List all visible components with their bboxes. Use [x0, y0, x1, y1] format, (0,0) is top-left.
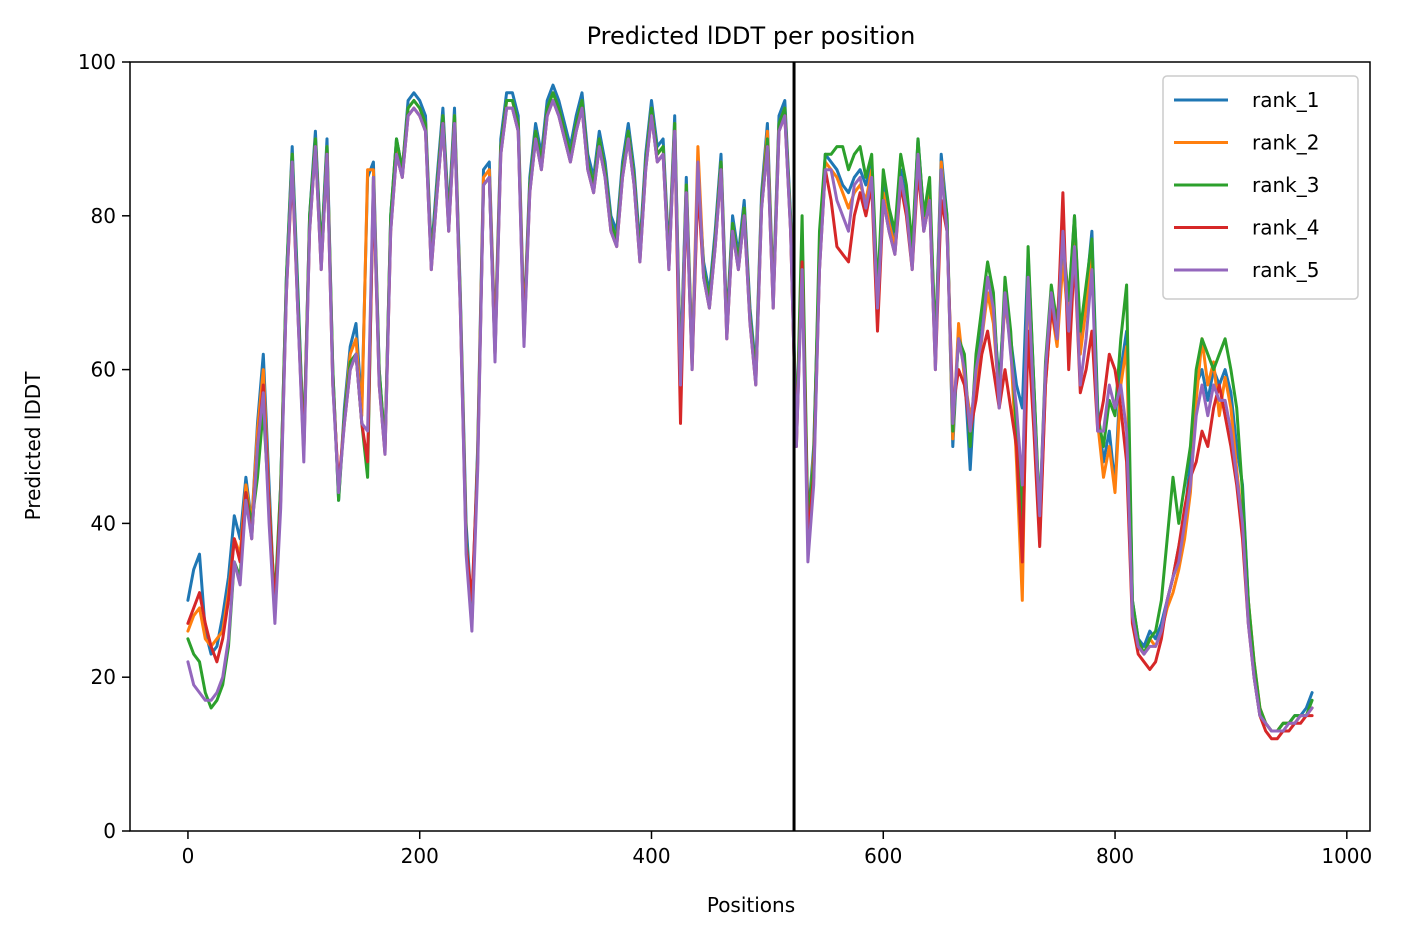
x-tick-label: 0 [182, 844, 195, 868]
legend: rank_1 rank_2 rank_3 rank_4 rank_5 [1162, 75, 1359, 300]
series-lines [186, 83, 1314, 741]
axes-frame [129, 61, 1371, 832]
y-tick-label: 100 [78, 50, 116, 74]
y-tick-label: 20 [91, 665, 116, 689]
y-tick-label: 40 [91, 511, 116, 535]
plot-area [129, 61, 1371, 832]
y-axis: 0 20 40 60 80 100 [78, 50, 130, 843]
series-line-rank-5 [186, 99, 1314, 733]
legend-label-rank-4: rank_4 [1252, 216, 1319, 240]
legend-items: rank_1 rank_2 rank_3 rank_4 rank_5 [1174, 88, 1319, 282]
x-tick-label: 1000 [1321, 844, 1372, 868]
x-tick-label: 200 [401, 844, 439, 868]
legend-label-rank-5: rank_5 [1252, 258, 1319, 282]
x-axis: 0 200 400 600 800 1000 [182, 831, 1372, 868]
x-tick-label: 600 [864, 844, 902, 868]
y-tick-label: 0 [103, 819, 116, 843]
legend-box [1162, 75, 1359, 300]
x-axis-label: Positions [707, 893, 795, 917]
x-tick-label: 800 [1096, 844, 1134, 868]
y-tick-label: 80 [91, 204, 116, 228]
y-axis-label: Predicted lDDT [21, 371, 45, 521]
x-tick-label: 400 [632, 844, 670, 868]
chart-title: Predicted lDDT per position [587, 22, 916, 50]
y-tick-label: 60 [91, 358, 116, 382]
legend-label-rank-2: rank_2 [1252, 131, 1319, 155]
legend-label-rank-3: rank_3 [1252, 173, 1319, 197]
legend-label-rank-1: rank_1 [1252, 88, 1319, 112]
